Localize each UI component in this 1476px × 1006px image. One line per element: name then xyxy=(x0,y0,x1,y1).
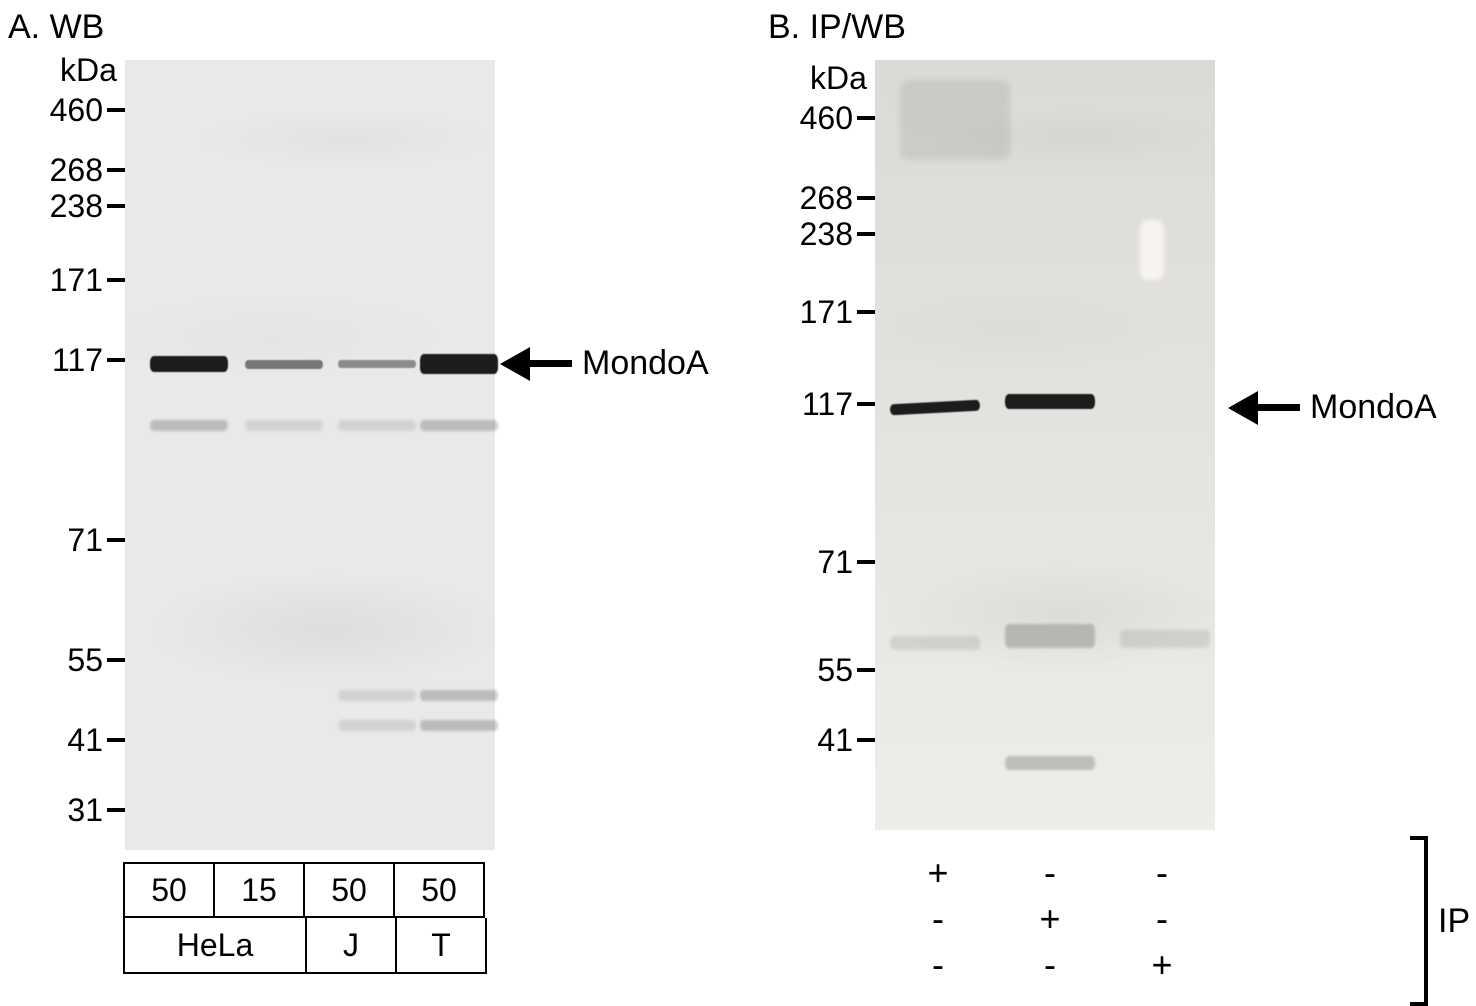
marker-label: 71 xyxy=(67,524,103,556)
marker-label: 238 xyxy=(800,218,853,250)
arrow-left-icon xyxy=(1228,391,1258,425)
marker-label: 71 xyxy=(817,546,853,578)
band-nonspecific xyxy=(420,720,498,731)
marker-label: 55 xyxy=(67,644,103,676)
marker-tick xyxy=(857,310,875,314)
marker-tick xyxy=(107,658,125,662)
mondoa-label: MondoA xyxy=(1310,388,1437,427)
wb-load-cell: 50 xyxy=(123,862,215,918)
marker-tick xyxy=(107,738,125,742)
ip-cell: - xyxy=(1106,850,1218,896)
marker-label: 460 xyxy=(800,102,853,134)
marker-label: 171 xyxy=(50,264,103,296)
marker-tick xyxy=(107,168,125,172)
arrow-shaft xyxy=(530,360,572,367)
ip-cell: - xyxy=(994,942,1106,988)
band-mondoa-lane3 xyxy=(338,360,416,368)
mondoa-label: MondoA xyxy=(582,344,709,383)
wb-sample-cell: HeLa xyxy=(123,918,307,974)
ip-cell: + xyxy=(882,850,994,896)
marker-tick xyxy=(107,108,125,112)
marker-label: 117 xyxy=(52,344,103,376)
marker-tick xyxy=(857,196,875,200)
band-mondoa-lane4 xyxy=(420,354,498,374)
marker-label: 238 xyxy=(50,190,103,222)
band-nonspecific xyxy=(420,690,498,701)
arrow-shaft xyxy=(1258,404,1300,411)
marker-tick xyxy=(857,116,875,120)
blot-artifact xyxy=(1140,220,1164,280)
band-nonspecific xyxy=(338,420,416,431)
marker-tick xyxy=(857,232,875,236)
marker-label: 31 xyxy=(67,794,103,826)
panel-b-kda-label: kDa xyxy=(810,60,867,97)
marker-tick xyxy=(107,808,125,812)
marker-label: 117 xyxy=(802,388,853,420)
marker-label: 41 xyxy=(817,724,853,756)
marker-tick xyxy=(857,668,875,672)
panel-a-kda-label: kDa xyxy=(60,52,117,89)
band-nonspecific xyxy=(150,420,228,431)
marker-tick xyxy=(107,538,125,542)
panel-a-title: A. WB xyxy=(8,8,104,47)
mondoa-arrow-b: MondoA xyxy=(1228,388,1437,427)
marker-tick xyxy=(857,738,875,742)
ip-cell: + xyxy=(994,896,1106,942)
panel-b-blot xyxy=(875,60,1215,830)
marker-tick xyxy=(857,402,875,406)
band-nonspecific xyxy=(338,690,416,701)
wb-load-cell: 50 xyxy=(303,862,395,918)
panel-b: B. IP/WB kDa 460 268 238 171 xyxy=(760,0,1476,971)
marker-label: 41 xyxy=(67,724,103,756)
panel-a: A. WB kDa 460 268 238 171 1 xyxy=(0,0,760,971)
blot-smear xyxy=(900,80,1010,160)
marker-label: 171 xyxy=(800,296,853,328)
wb-load-cell: 50 xyxy=(393,862,485,918)
band-nonspecific xyxy=(890,636,980,650)
marker-label: 460 xyxy=(50,94,103,126)
band-nonspecific xyxy=(1005,624,1095,648)
panel-a-blot xyxy=(125,60,495,850)
ip-cell: - xyxy=(1106,896,1218,942)
mondoa-arrow-a: MondoA xyxy=(500,344,709,383)
wb-sample-cell: T xyxy=(395,918,487,974)
panel-b-title: B. IP/WB xyxy=(768,8,906,47)
band-mondoa-lane2 xyxy=(245,360,323,369)
marker-label: 268 xyxy=(800,182,853,214)
figure-root: A. WB kDa 460 268 238 171 1 xyxy=(0,0,1476,971)
ip-label: IP xyxy=(1438,902,1470,941)
wb-sample-cell: J xyxy=(305,918,397,974)
band-nonspecific xyxy=(245,420,323,431)
wb-lane-table: 50 15 50 50 HeLa J T xyxy=(125,862,487,974)
marker-tick xyxy=(107,358,125,362)
marker-tick xyxy=(107,204,125,208)
band-mondoa-lane2 xyxy=(1005,394,1095,409)
marker-tick xyxy=(107,278,125,282)
band-nonspecific xyxy=(420,420,498,431)
marker-label: 268 xyxy=(50,154,103,186)
ip-cell: - xyxy=(882,942,994,988)
marker-label: 55 xyxy=(817,654,853,686)
band-nonspecific xyxy=(338,720,416,731)
marker-tick xyxy=(857,560,875,564)
ip-cell: + xyxy=(1106,942,1218,988)
ip-grid: + - - - + - - - + xyxy=(882,850,1218,988)
band-nonspecific xyxy=(1005,756,1095,770)
band-mondoa-lane1 xyxy=(150,356,228,372)
arrow-left-icon xyxy=(500,347,530,381)
ip-bracket xyxy=(1424,836,1428,1006)
band-nonspecific xyxy=(1120,630,1210,648)
ip-cell: - xyxy=(994,850,1106,896)
ip-cell: - xyxy=(882,896,994,942)
wb-load-cell: 15 xyxy=(213,862,305,918)
